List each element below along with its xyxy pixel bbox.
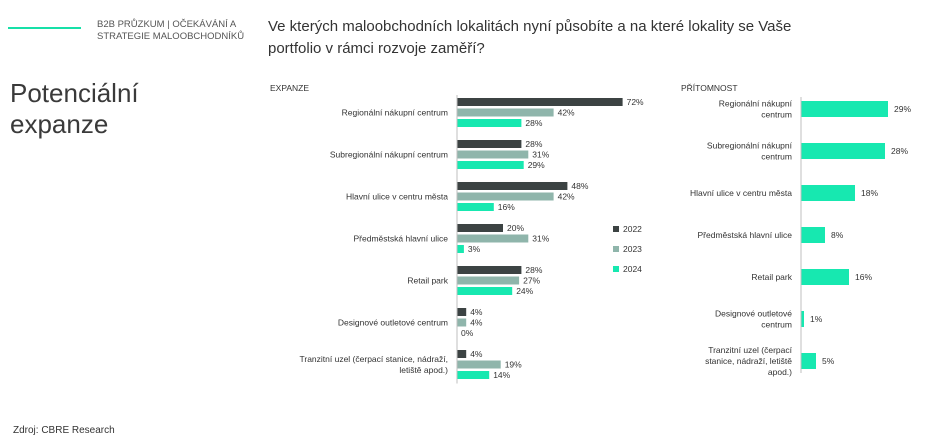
pritomnost-bar <box>801 143 885 159</box>
expanze-data-label: 31% <box>532 150 549 160</box>
pritomnost-bar <box>801 269 849 285</box>
expanze-data-label: 16% <box>498 202 515 212</box>
pritomnost-category-label: Retail park <box>751 272 792 282</box>
expanze-data-label: 42% <box>558 192 575 202</box>
expanze-bar-2023 <box>457 234 529 243</box>
pritomnost-category-label: stanice, nádraží, letiště <box>705 356 792 366</box>
pritomnost-category-label: centrum <box>761 152 792 162</box>
expanze-bar-2023 <box>457 360 501 369</box>
survey-question: Ve kterých maloobchodních lokalitách nyn… <box>268 16 828 60</box>
expanze-bar-2022 <box>457 98 623 106</box>
expanze-data-label: 20% <box>507 223 524 233</box>
survey-label: B2B PRŮZKUM | OČEKÁVÁNÍ A STRATEGIE MALO… <box>97 19 267 43</box>
pritomnost-bar <box>801 353 816 369</box>
expanze-bar-2022 <box>457 182 568 190</box>
page-title-line2: expanze <box>10 109 109 139</box>
pritomnost-chart-title: PŘÍTOMNOST <box>681 83 738 93</box>
expanze-data-label: 3% <box>468 244 481 254</box>
expanze-data-label: 72% <box>627 97 644 107</box>
pritomnost-data-label: 16% <box>855 272 872 282</box>
expanze-data-label: 19% <box>505 360 522 370</box>
legend-swatch-2024 <box>613 266 619 272</box>
expanze-category-label: Tranzitní uzel (čerpací stanice, nádraží… <box>299 354 448 364</box>
expanze-data-label: 4% <box>470 318 483 328</box>
question-line1: Ve kterých maloobchodních lokalitách nyn… <box>268 18 792 35</box>
source-note: Zdroj: CBRE Research <box>13 425 115 436</box>
pritomnost-category-label: Designové outletové <box>715 309 792 319</box>
legend-label-2023: 2023 <box>623 244 642 254</box>
survey-label-line1: B2B PRŮZKUM | OČEKÁVÁNÍ A <box>97 19 237 30</box>
expanze-data-label: 42% <box>558 108 575 118</box>
page-title: Potenciální expanze <box>10 78 210 140</box>
pritomnost-bar <box>801 101 888 117</box>
page-title-line1: Potenciální <box>10 78 139 108</box>
pritomnost-bar <box>801 227 825 243</box>
expanze-data-label: 27% <box>523 276 540 286</box>
expanze-data-label: 28% <box>525 118 542 128</box>
pritomnost-data-label: 18% <box>861 188 878 198</box>
expanze-data-label: 14% <box>493 370 510 380</box>
question-line2: portfolio v rámci rozvoje zaměří? <box>268 40 485 57</box>
expanze-bar-2022 <box>457 266 522 274</box>
pritomnost-category-label: Regionální nákupní <box>719 99 793 109</box>
expanze-bar-2023 <box>457 108 554 117</box>
expanze-data-label: 29% <box>528 160 545 170</box>
legend-swatch-2023 <box>613 246 619 252</box>
expanze-category-label: Hlavní ulice v centru města <box>346 192 448 202</box>
expanze-data-label: 28% <box>525 265 542 275</box>
pritomnost-category-label: Hlavní ulice v centru města <box>690 188 792 198</box>
legend-label-2022: 2022 <box>623 224 642 234</box>
expanze-category-label: Designové outletové centrum <box>338 318 448 328</box>
expanze-bar-2024 <box>457 287 513 295</box>
pritomnost-bar <box>801 185 855 201</box>
pritomnost-data-label: 29% <box>894 104 911 114</box>
pritomnost-data-label: 28% <box>891 146 908 156</box>
expanze-bar-2024 <box>457 119 522 127</box>
expanze-data-label: 4% <box>470 307 483 317</box>
pritomnost-category-label: centrum <box>761 320 792 330</box>
pritomnost-data-label: 8% <box>831 230 844 240</box>
expanze-bar-2023 <box>457 192 554 201</box>
expanze-data-label: 28% <box>525 139 542 149</box>
expanze-category-label: Retail park <box>407 276 448 286</box>
expanze-data-label: 4% <box>470 349 483 359</box>
expanze-category-label: Předměstská hlavní ulice <box>354 234 449 244</box>
expanze-bar-2024 <box>457 245 464 253</box>
legend-label-2024: 2024 <box>623 264 642 274</box>
expanze-bar-2022 <box>457 224 503 232</box>
expanze-category-label: Subregionální nákupní centrum <box>330 150 448 160</box>
expanze-bar-2022 <box>457 140 522 148</box>
header-accent-line <box>8 27 81 29</box>
pritomnost-category-label: Předměstská hlavní ulice <box>698 230 793 240</box>
pritomnost-category-label: apod.) <box>768 367 792 377</box>
expanze-data-label: 31% <box>532 234 549 244</box>
pritomnost-data-label: 1% <box>810 314 823 324</box>
expanze-chart-title: EXPANZE <box>270 83 309 93</box>
pritomnost-data-label: 5% <box>822 356 835 366</box>
expanze-bar-2023 <box>457 318 467 327</box>
pritomnost-bar <box>801 311 804 327</box>
pritomnost-category-label: centrum <box>761 110 792 120</box>
expanze-data-label: 48% <box>571 181 588 191</box>
expanze-bar-2024 <box>457 371 490 379</box>
expanze-category-label: Regionální nákupní centrum <box>342 108 448 118</box>
survey-label-line2: STRATEGIE MALOOBCHODNÍKŮ <box>97 31 245 42</box>
expanze-bar-2024 <box>457 161 524 169</box>
expanze-bar-2024 <box>457 203 494 211</box>
expanze-data-label: 24% <box>516 286 533 296</box>
expanze-bar-2023 <box>457 276 520 285</box>
expanze-bar-2023 <box>457 150 529 159</box>
legend-swatch-2022 <box>613 226 619 232</box>
expanze-bar-2022 <box>457 350 467 358</box>
expanze-category-label: letiště apod.) <box>399 365 448 375</box>
pritomnost-category-label: Tranzitní uzel (čerpací <box>708 345 792 355</box>
expanze-bar-2022 <box>457 308 467 316</box>
pritomnost-category-label: Subregionální nákupní <box>707 141 793 151</box>
expanze-data-label: 0% <box>461 328 474 338</box>
